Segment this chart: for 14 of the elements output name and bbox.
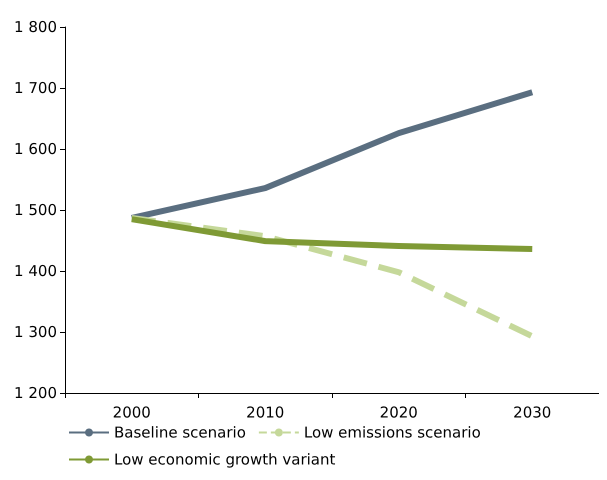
legend-label: Low emissions scenario: [304, 424, 481, 442]
x-tick-label: 2020: [380, 404, 418, 422]
y-tick-label: 1 700: [14, 79, 57, 97]
x-tick-label: 2000: [112, 404, 151, 422]
y-tick-label: 1 300: [14, 323, 57, 341]
legend-label: Low economic growth variant: [114, 450, 336, 468]
y-tick-label: 1 800: [14, 18, 57, 36]
y-tick-label: 1 400: [14, 262, 57, 280]
y-tick-label: 1 200: [14, 384, 57, 402]
y-tick-label: 1 500: [14, 201, 57, 219]
x-tick-label: 2010: [246, 404, 284, 422]
legend-label: Baseline scenario: [114, 424, 246, 442]
x-tick-label: 2030: [513, 404, 552, 422]
y-tick-label: 1 600: [14, 140, 57, 158]
